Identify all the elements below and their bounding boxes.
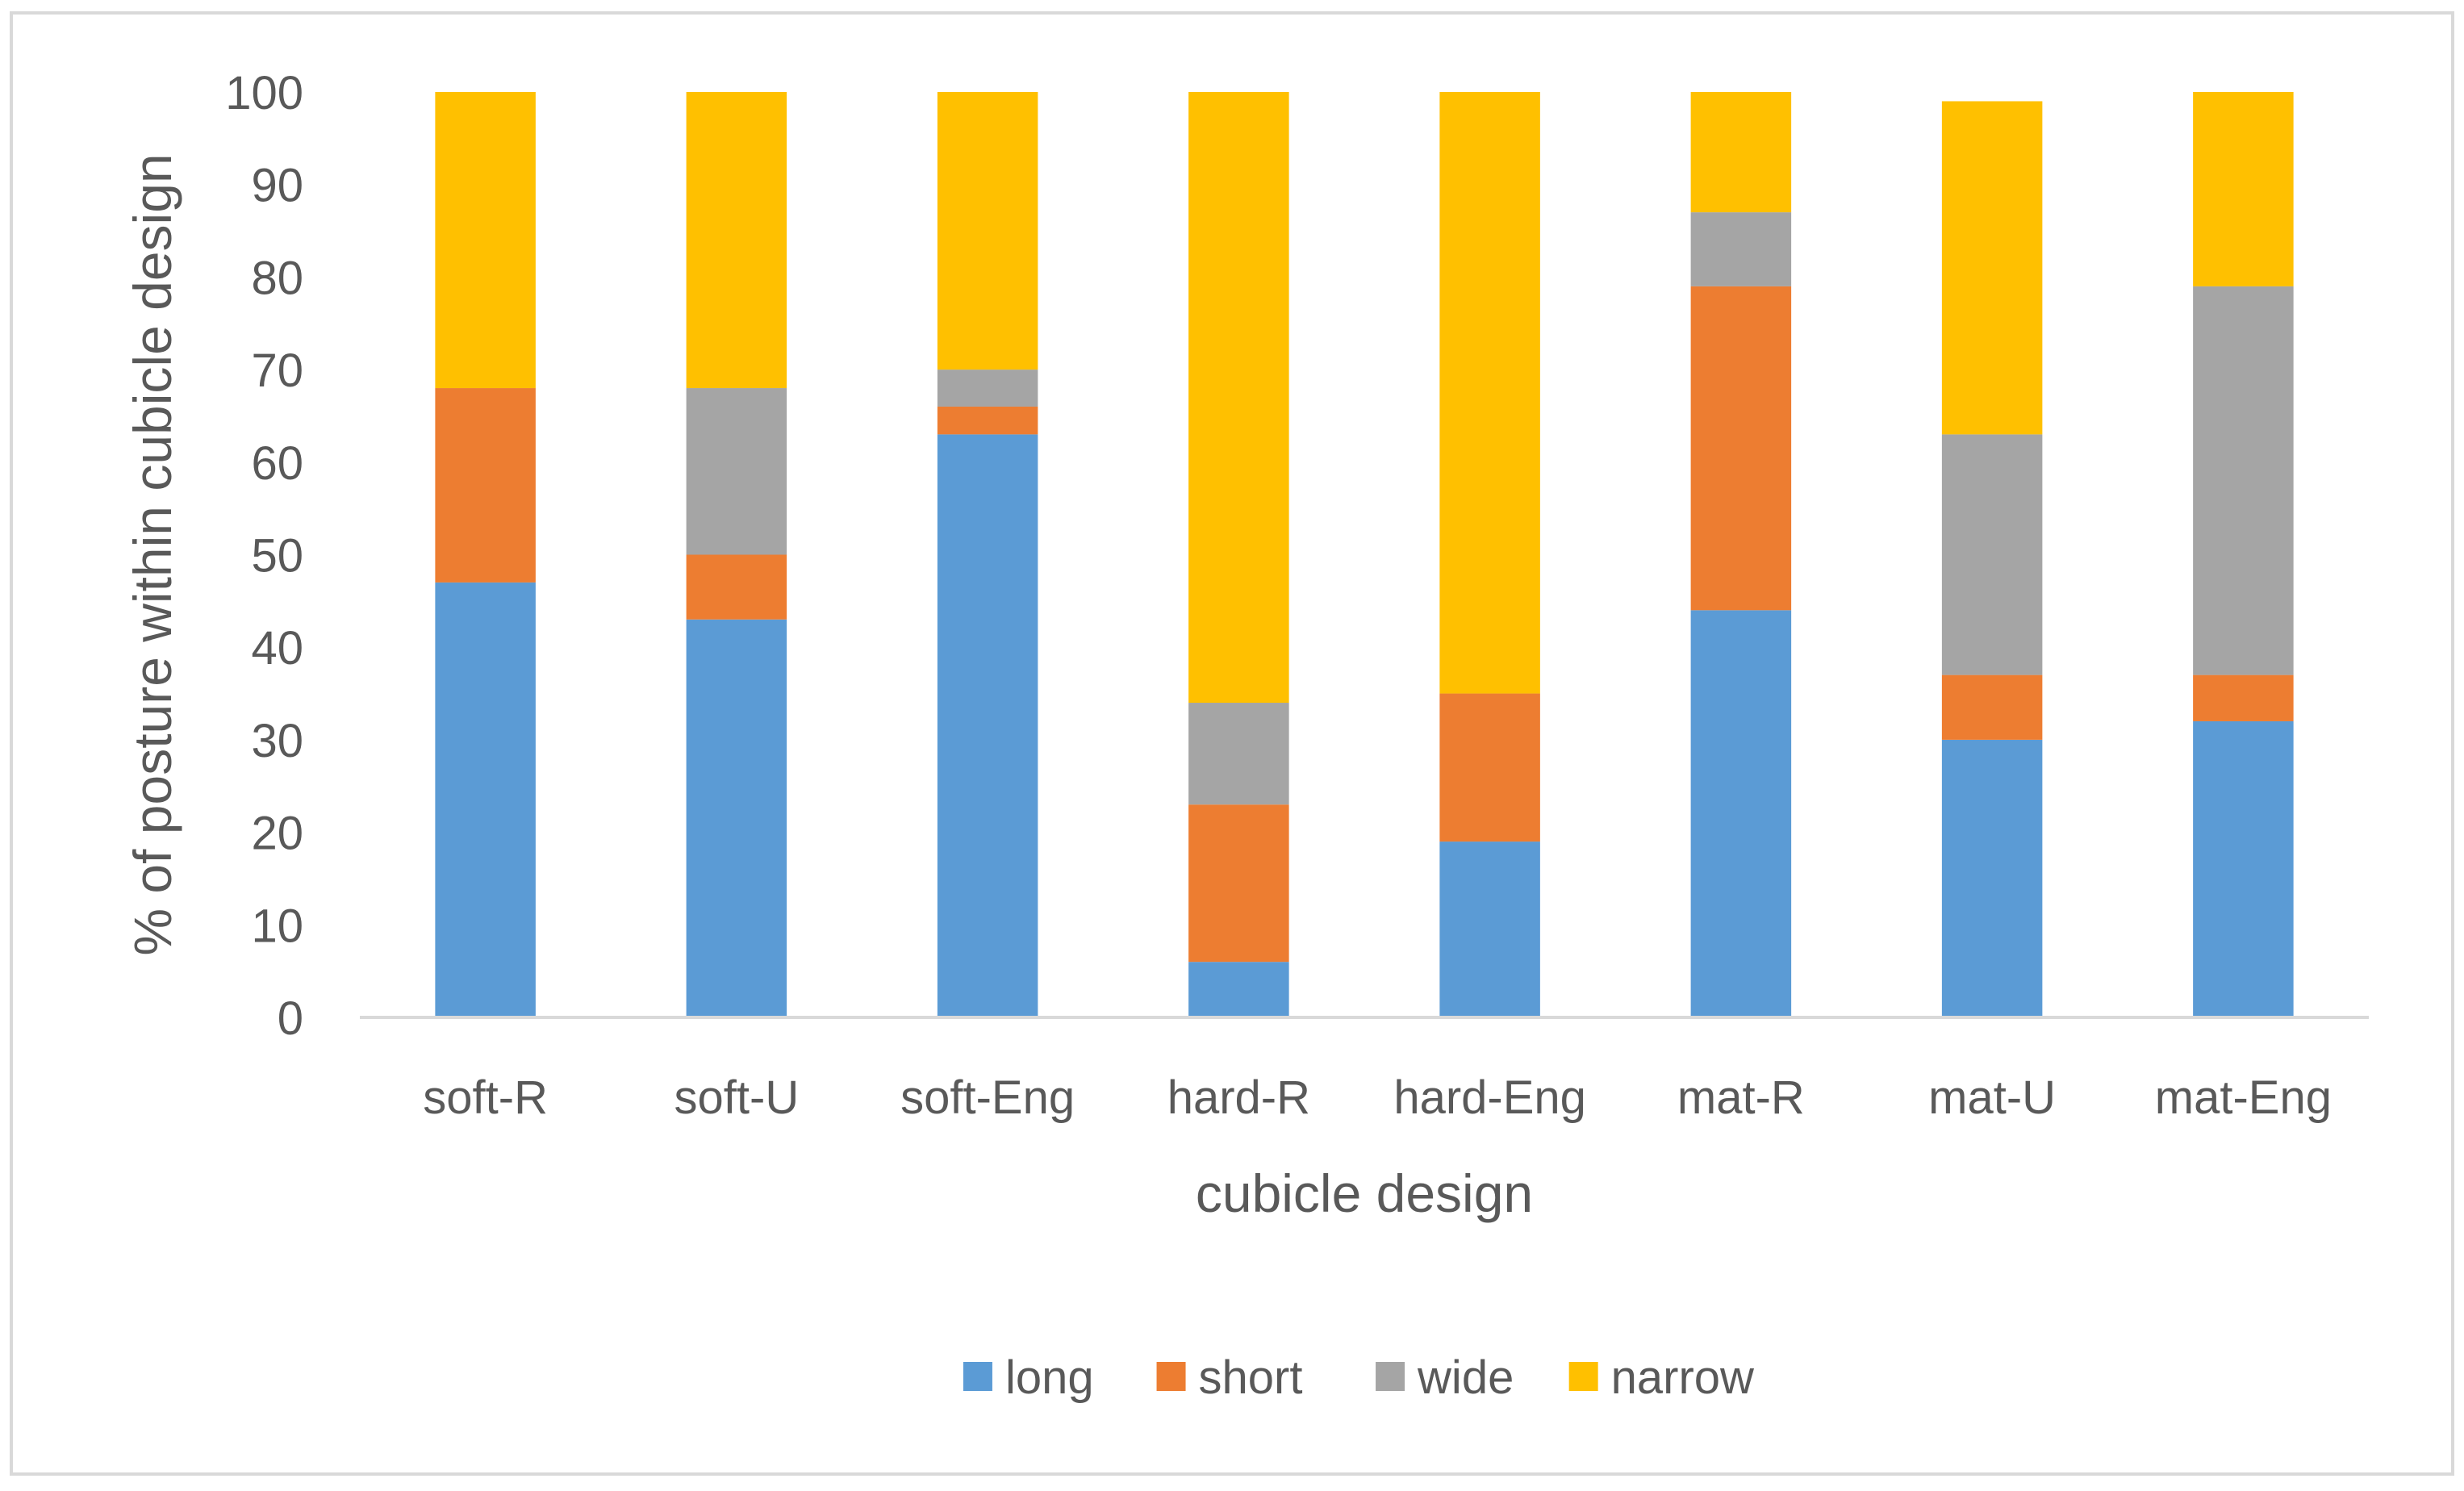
y-tick-label: 100 (225, 67, 303, 119)
x-tick-label: hard-Eng (1393, 1071, 1586, 1124)
legend: long short wide narrow (963, 1351, 1755, 1404)
bar-wide (1690, 212, 1792, 286)
y-tick-label: 50 (251, 530, 303, 583)
x-tick-label: soft-Eng (900, 1071, 1075, 1124)
legend-label-short: short (1199, 1351, 1303, 1404)
bar-narrow (2193, 92, 2294, 286)
legend-label-long: long (1005, 1351, 1094, 1404)
y-tick-label: 40 (251, 622, 303, 674)
bar-short (1690, 286, 1792, 611)
bars (435, 92, 2294, 1017)
bar-long (1439, 842, 1540, 1017)
bar-narrow (1188, 92, 1289, 704)
x-tick-label: mat-R (1677, 1071, 1805, 1124)
bar-short (1941, 674, 2043, 740)
bar-long (1188, 962, 1289, 1017)
legend-label-narrow: narrow (1611, 1351, 1755, 1404)
legend-swatch-short (1156, 1362, 1186, 1391)
bar-wide (937, 370, 1038, 407)
x-axis-label: cubicle design (1196, 1163, 1533, 1223)
bar-narrow (686, 92, 787, 389)
bar-narrow (435, 92, 536, 389)
y-tick-label: 0 (278, 992, 303, 1045)
bar-short (2193, 674, 2294, 721)
x-tick-label: mat-Eng (2155, 1071, 2332, 1124)
bar-long (1941, 739, 2043, 1017)
y-tick-label: 70 (251, 345, 303, 397)
legend-swatch-long (963, 1362, 992, 1391)
bar-long (2193, 720, 2294, 1017)
y-tick-label: 10 (251, 900, 303, 952)
y-tick-label: 20 (251, 808, 303, 860)
x-tick-label: soft-R (423, 1071, 548, 1124)
y-axis-ticks: 0 10 20 30 40 50 60 70 80 90 100 (225, 67, 303, 1045)
y-tick-label: 60 (251, 437, 303, 490)
bar-narrow (1439, 92, 1540, 694)
x-tick-label: mat-U (1928, 1071, 2056, 1124)
legend-swatch-wide (1376, 1362, 1405, 1391)
y-axis-label: % of posture within cubicle design (123, 153, 182, 955)
bar-narrow (937, 92, 1038, 370)
x-axis-ticks: soft-R soft-U soft-Eng hard-R hard-Eng mat-R m… (423, 1071, 2332, 1124)
bar-long (435, 582, 536, 1017)
bar-narrow (1690, 92, 1792, 213)
legend-swatch-narrow (1568, 1362, 1598, 1391)
bar-wide (2193, 286, 2294, 675)
bar-wide (686, 388, 787, 555)
y-tick-label: 30 (251, 715, 303, 767)
bar-narrow (1941, 101, 2043, 435)
bar-short (1439, 693, 1540, 842)
bar-long (937, 434, 1038, 1017)
bar-short (435, 388, 536, 583)
legend-label-wide: wide (1417, 1351, 1514, 1404)
bar-short (1188, 804, 1289, 963)
bar-long (686, 619, 787, 1017)
bar-long (1690, 610, 1792, 1017)
bar-short (937, 406, 1038, 435)
x-tick-label: hard-R (1167, 1071, 1310, 1124)
x-tick-label: soft-U (674, 1071, 800, 1124)
bar-wide (1941, 434, 2043, 675)
bar-wide (1188, 703, 1289, 805)
y-tick-label: 90 (251, 160, 303, 212)
bar-short (686, 554, 787, 620)
y-tick-label: 80 (251, 252, 303, 304)
